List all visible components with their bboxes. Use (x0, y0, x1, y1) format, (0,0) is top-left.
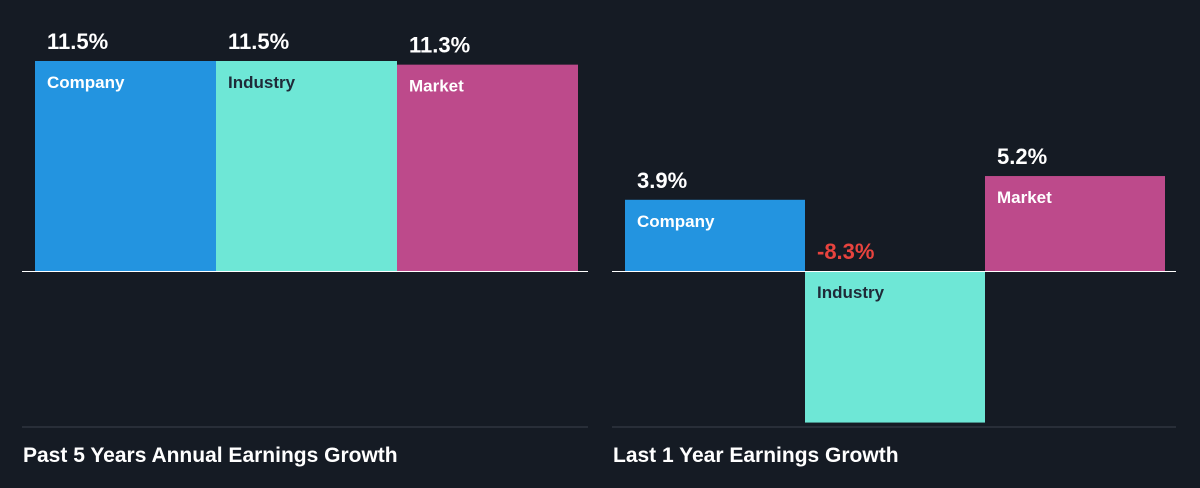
bar-label-industry: Industry (228, 73, 296, 92)
bar-industry (805, 271, 985, 423)
bar-label-market: Market (997, 188, 1052, 207)
bar-company (625, 199, 805, 271)
past-5-years-title: Past 5 Years Annual Earnings Growth (23, 444, 398, 467)
last-1-year-title: Last 1 Year Earnings Growth (613, 444, 899, 467)
bar-label-market: Market (409, 77, 464, 96)
value-label-company: 3.9% (637, 168, 687, 193)
bar-label-company: Company (47, 73, 125, 92)
last-1-year-chart: Company 3.9% Industry -8.3% Market 5.2% (612, 144, 1176, 423)
bar-market (985, 176, 1165, 271)
bar-market (397, 64, 578, 271)
bar-industry (216, 61, 397, 271)
value-label-industry: -8.3% (817, 239, 874, 264)
bar-label-company: Company (637, 212, 715, 231)
value-label-market: 5.2% (997, 144, 1047, 169)
bar-company (35, 61, 216, 271)
past-5-years-chart: Company 11.5% Industry 11.5% Market 11.3% (22, 29, 588, 272)
bar-label-industry: Industry (817, 283, 885, 302)
value-label-company: 11.5% (47, 29, 108, 54)
value-label-industry: 11.5% (228, 29, 289, 54)
value-label-market: 11.3% (409, 33, 470, 58)
